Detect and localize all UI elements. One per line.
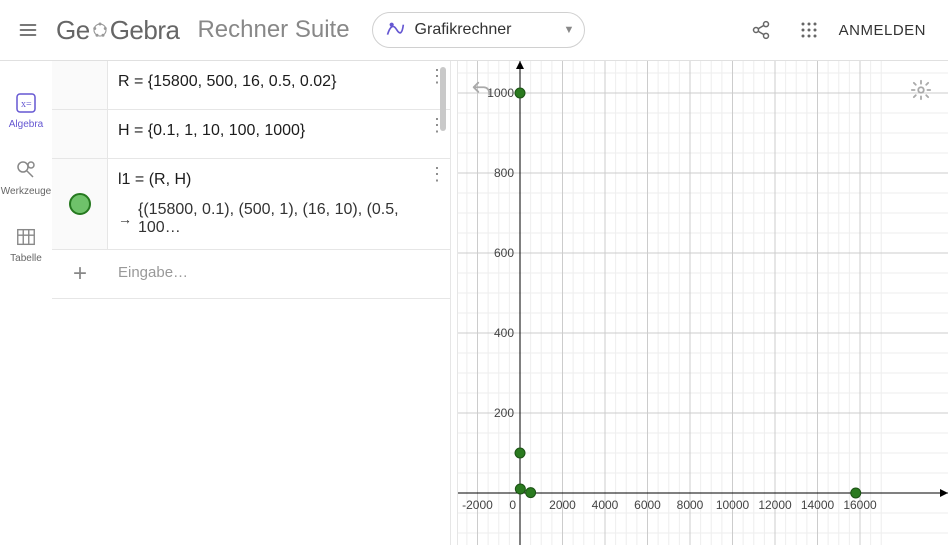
algebra-row[interactable]: l1 = (R, H)→{(15800, 0.1), (500, 1), (16… bbox=[52, 159, 450, 250]
algebra-row[interactable]: H = {0.1, 1, 10, 100, 1000}⋮ bbox=[52, 110, 450, 159]
panel-divider[interactable] bbox=[450, 61, 458, 545]
tools-icon bbox=[14, 158, 38, 182]
svg-text:6000: 6000 bbox=[634, 498, 661, 512]
nav-algebra[interactable]: x= Algebra bbox=[9, 91, 43, 130]
add-icon[interactable]: + bbox=[52, 250, 108, 298]
left-nav: x= Algebra Werkzeuge Tabelle bbox=[0, 61, 52, 545]
header: Ge Gebra Rechner Suite Grafikrechner ▼ A… bbox=[0, 0, 948, 61]
signin-link[interactable]: ANMELDEN bbox=[839, 22, 926, 39]
visibility-toggle[interactable] bbox=[52, 110, 108, 158]
expression[interactable]: l1 = (R, H)→{(15800, 0.1), (500, 1), (16… bbox=[108, 159, 424, 249]
nav-label: Algebra bbox=[9, 119, 43, 130]
menu-icon[interactable] bbox=[8, 10, 48, 50]
gear-icon[interactable] bbox=[910, 79, 932, 106]
table-icon bbox=[14, 225, 38, 249]
expression[interactable]: R = {15800, 500, 16, 0.5, 0.02} bbox=[108, 61, 424, 109]
row-menu[interactable]: ⋮ bbox=[424, 159, 450, 249]
share-icon[interactable] bbox=[737, 10, 785, 50]
svg-text:800: 800 bbox=[494, 166, 514, 180]
input-placeholder[interactable]: Eingabe… bbox=[108, 250, 450, 298]
svg-text:400: 400 bbox=[494, 326, 514, 340]
apps-icon[interactable] bbox=[785, 10, 833, 50]
graphics-view[interactable]: -2000 0 2000 4000 6000 8000 10000 12000 14000 160… bbox=[458, 61, 948, 545]
graph-canvas[interactable]: -2000 0 2000 4000 6000 8000 10000 12000 14000 160… bbox=[458, 61, 948, 545]
scrollbar[interactable] bbox=[440, 67, 446, 131]
undo-icon[interactable] bbox=[470, 79, 492, 106]
chevron-down-icon: ▼ bbox=[563, 24, 574, 36]
expression[interactable]: H = {0.1, 1, 10, 100, 1000} bbox=[108, 110, 424, 158]
logo[interactable]: Ge Gebra bbox=[56, 15, 179, 46]
nav-table[interactable]: Tabelle bbox=[10, 225, 42, 264]
nav-label: Werkzeuge bbox=[1, 186, 51, 197]
app-selector-label: Grafikrechner bbox=[415, 21, 512, 39]
visibility-toggle[interactable] bbox=[52, 61, 108, 109]
row-menu[interactable]: ⋮ bbox=[424, 61, 450, 109]
nav-tools[interactable]: Werkzeuge bbox=[1, 158, 51, 197]
svg-text:16000: 16000 bbox=[843, 498, 877, 512]
svg-text:2000: 2000 bbox=[549, 498, 576, 512]
row-menu[interactable]: ⋮ bbox=[424, 110, 450, 158]
svg-text:8000: 8000 bbox=[677, 498, 704, 512]
algebra-panel: R = {15800, 500, 16, 0.5, 0.02}⋮H = {0.1… bbox=[52, 61, 450, 545]
svg-text:12000: 12000 bbox=[758, 498, 792, 512]
algebra-row[interactable]: R = {15800, 500, 16, 0.5, 0.02}⋮ bbox=[52, 61, 450, 110]
svg-text:x=: x= bbox=[21, 99, 32, 110]
svg-text:600: 600 bbox=[494, 246, 514, 260]
nav-label: Tabelle bbox=[10, 253, 42, 264]
svg-text:200: 200 bbox=[494, 406, 514, 420]
svg-text:-2000: -2000 bbox=[462, 498, 493, 512]
vdots-icon: ⋮ bbox=[428, 171, 446, 177]
point-color-icon bbox=[69, 193, 91, 215]
svg-text:10000: 10000 bbox=[716, 498, 750, 512]
algebra-icon: x= bbox=[14, 91, 38, 115]
visibility-toggle[interactable] bbox=[52, 159, 108, 249]
svg-text:14000: 14000 bbox=[801, 498, 835, 512]
graphing-icon bbox=[385, 18, 405, 43]
app-selector[interactable]: Grafikrechner ▼ bbox=[372, 12, 586, 48]
input-row[interactable]: + Eingabe… bbox=[52, 250, 450, 299]
svg-text:4000: 4000 bbox=[592, 498, 619, 512]
result: →{(15800, 0.1), (500, 1), (16, 10), (0.5… bbox=[118, 201, 414, 237]
svg-text:0: 0 bbox=[509, 498, 516, 512]
suite-label: Rechner Suite bbox=[197, 16, 349, 44]
